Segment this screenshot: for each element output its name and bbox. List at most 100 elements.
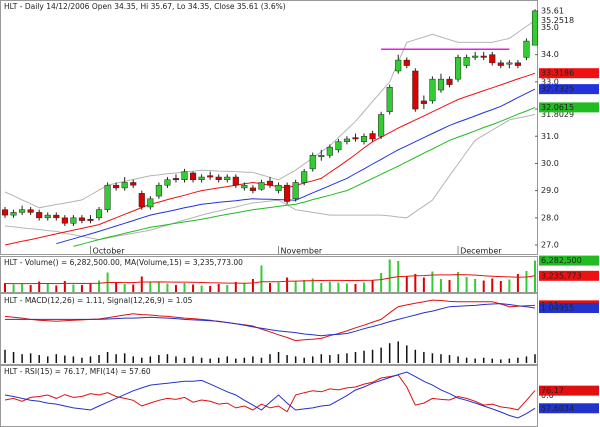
candle-body — [531, 10, 539, 46]
volume-bar — [183, 283, 186, 292]
candle-body — [360, 136, 368, 142]
macd-histogram-bar — [329, 355, 331, 363]
volume-bar — [431, 271, 434, 292]
volume-bar — [516, 274, 519, 292]
candle-body — [514, 62, 521, 66]
macd-histogram-bar — [517, 357, 519, 363]
candle-body — [224, 176, 231, 181]
volume-bar — [269, 283, 271, 292]
candle-body — [352, 137, 359, 140]
macd-histogram-bar — [337, 354, 340, 363]
macd-histogram-bar — [158, 355, 160, 363]
volume-bar — [63, 281, 66, 292]
candle-body — [472, 55, 479, 58]
macd-histogram-bar — [500, 359, 502, 363]
x-tick-label: November — [281, 247, 323, 256]
macd-histogram-bar — [508, 358, 511, 363]
y-tick-label: 29.0 — [541, 186, 559, 195]
macd-histogram-bar — [311, 356, 314, 363]
candle-body — [172, 178, 180, 181]
volume-bar — [448, 280, 451, 292]
candle-body — [369, 133, 376, 140]
volume-bar — [98, 280, 101, 292]
macd-histogram-bar — [235, 358, 237, 363]
candle-body — [36, 212, 43, 219]
volume-bar — [311, 278, 314, 292]
volume-bar — [277, 282, 280, 292]
y-tick-label: 31.0 — [541, 132, 559, 141]
last-value-label: 35.2518 — [541, 16, 574, 25]
macd-histogram-bar — [303, 357, 305, 363]
last-value-label: 57.6034 — [541, 404, 574, 413]
panel-title: HLT - Daily 14/12/2006 Open 34.35, Hi 35… — [4, 2, 286, 11]
volume-bar — [140, 276, 143, 292]
x-tick-label: December — [460, 247, 502, 256]
volume-bar — [414, 274, 417, 292]
volume-bar — [320, 283, 323, 292]
candle-body — [412, 70, 419, 110]
macd-histogram-bar — [388, 343, 391, 363]
volume-bar — [243, 283, 246, 292]
volume-bar — [303, 280, 306, 292]
candle-body — [232, 176, 239, 186]
last-value-label: 6,282,500 — [541, 256, 582, 265]
macd-histogram-bar — [226, 356, 229, 363]
candle-body — [190, 172, 197, 181]
candle-body — [181, 171, 188, 181]
macd-histogram-bar — [243, 357, 246, 363]
candle-body — [318, 155, 325, 157]
macd-histogram-bar — [141, 357, 143, 363]
candle-body — [506, 62, 513, 65]
volume-bar — [55, 285, 58, 292]
y-tick-label: 35.0 — [541, 23, 559, 32]
volume-bar — [29, 285, 32, 292]
candle-body — [87, 218, 94, 221]
candle-body — [78, 217, 85, 221]
last-value-label: 35.61 — [541, 6, 564, 15]
candle-body — [138, 193, 145, 208]
volume-bar — [21, 283, 24, 292]
volume-bar — [345, 283, 348, 292]
candle-body — [489, 54, 496, 64]
macd-histogram-bar — [46, 356, 49, 363]
macd-histogram-bar — [38, 355, 40, 363]
candle-body — [284, 184, 291, 202]
candle-body — [44, 214, 51, 219]
volume-bar — [439, 279, 442, 292]
macd-histogram-bar — [363, 350, 365, 363]
macd-histogram-bar — [269, 354, 271, 363]
macd-histogram-bar — [81, 357, 83, 363]
candle-body — [429, 78, 436, 102]
y-tick-label: 33.0 — [541, 77, 559, 86]
candle-body — [19, 209, 26, 213]
last-value-box — [539, 255, 599, 266]
panel-title: HLT - RSI(15) = 76.17, MFI(14) = 57.60 — [4, 367, 151, 376]
volume-bar — [72, 284, 75, 292]
candle-body — [61, 217, 68, 224]
volume-bar — [499, 281, 502, 292]
macd-histogram-bar — [277, 352, 280, 363]
macd-histogram-bar — [192, 356, 194, 363]
volume-bar — [123, 284, 126, 292]
volume-bar — [465, 277, 468, 292]
last-value-box — [539, 102, 599, 113]
y-tick-label: 34.0 — [541, 50, 559, 59]
candle-body — [164, 179, 171, 186]
macd-histogram-bar — [21, 354, 23, 363]
macd-histogram-bar — [371, 349, 374, 363]
volume-bar — [328, 281, 331, 292]
candle-body — [53, 214, 60, 219]
volume-bar — [260, 265, 263, 292]
volume-bar — [508, 279, 511, 292]
oscillator-line — [4, 374, 536, 413]
volume-bar — [371, 280, 374, 292]
candle-body — [326, 146, 333, 156]
y-tick-label: 28.0 — [541, 213, 559, 222]
macd-histogram-bar — [423, 352, 425, 363]
candle-body — [130, 182, 137, 186]
candle-body — [335, 141, 342, 151]
macd-histogram-bar — [346, 353, 348, 363]
volume-bar — [132, 284, 135, 292]
candle-body — [70, 217, 77, 224]
